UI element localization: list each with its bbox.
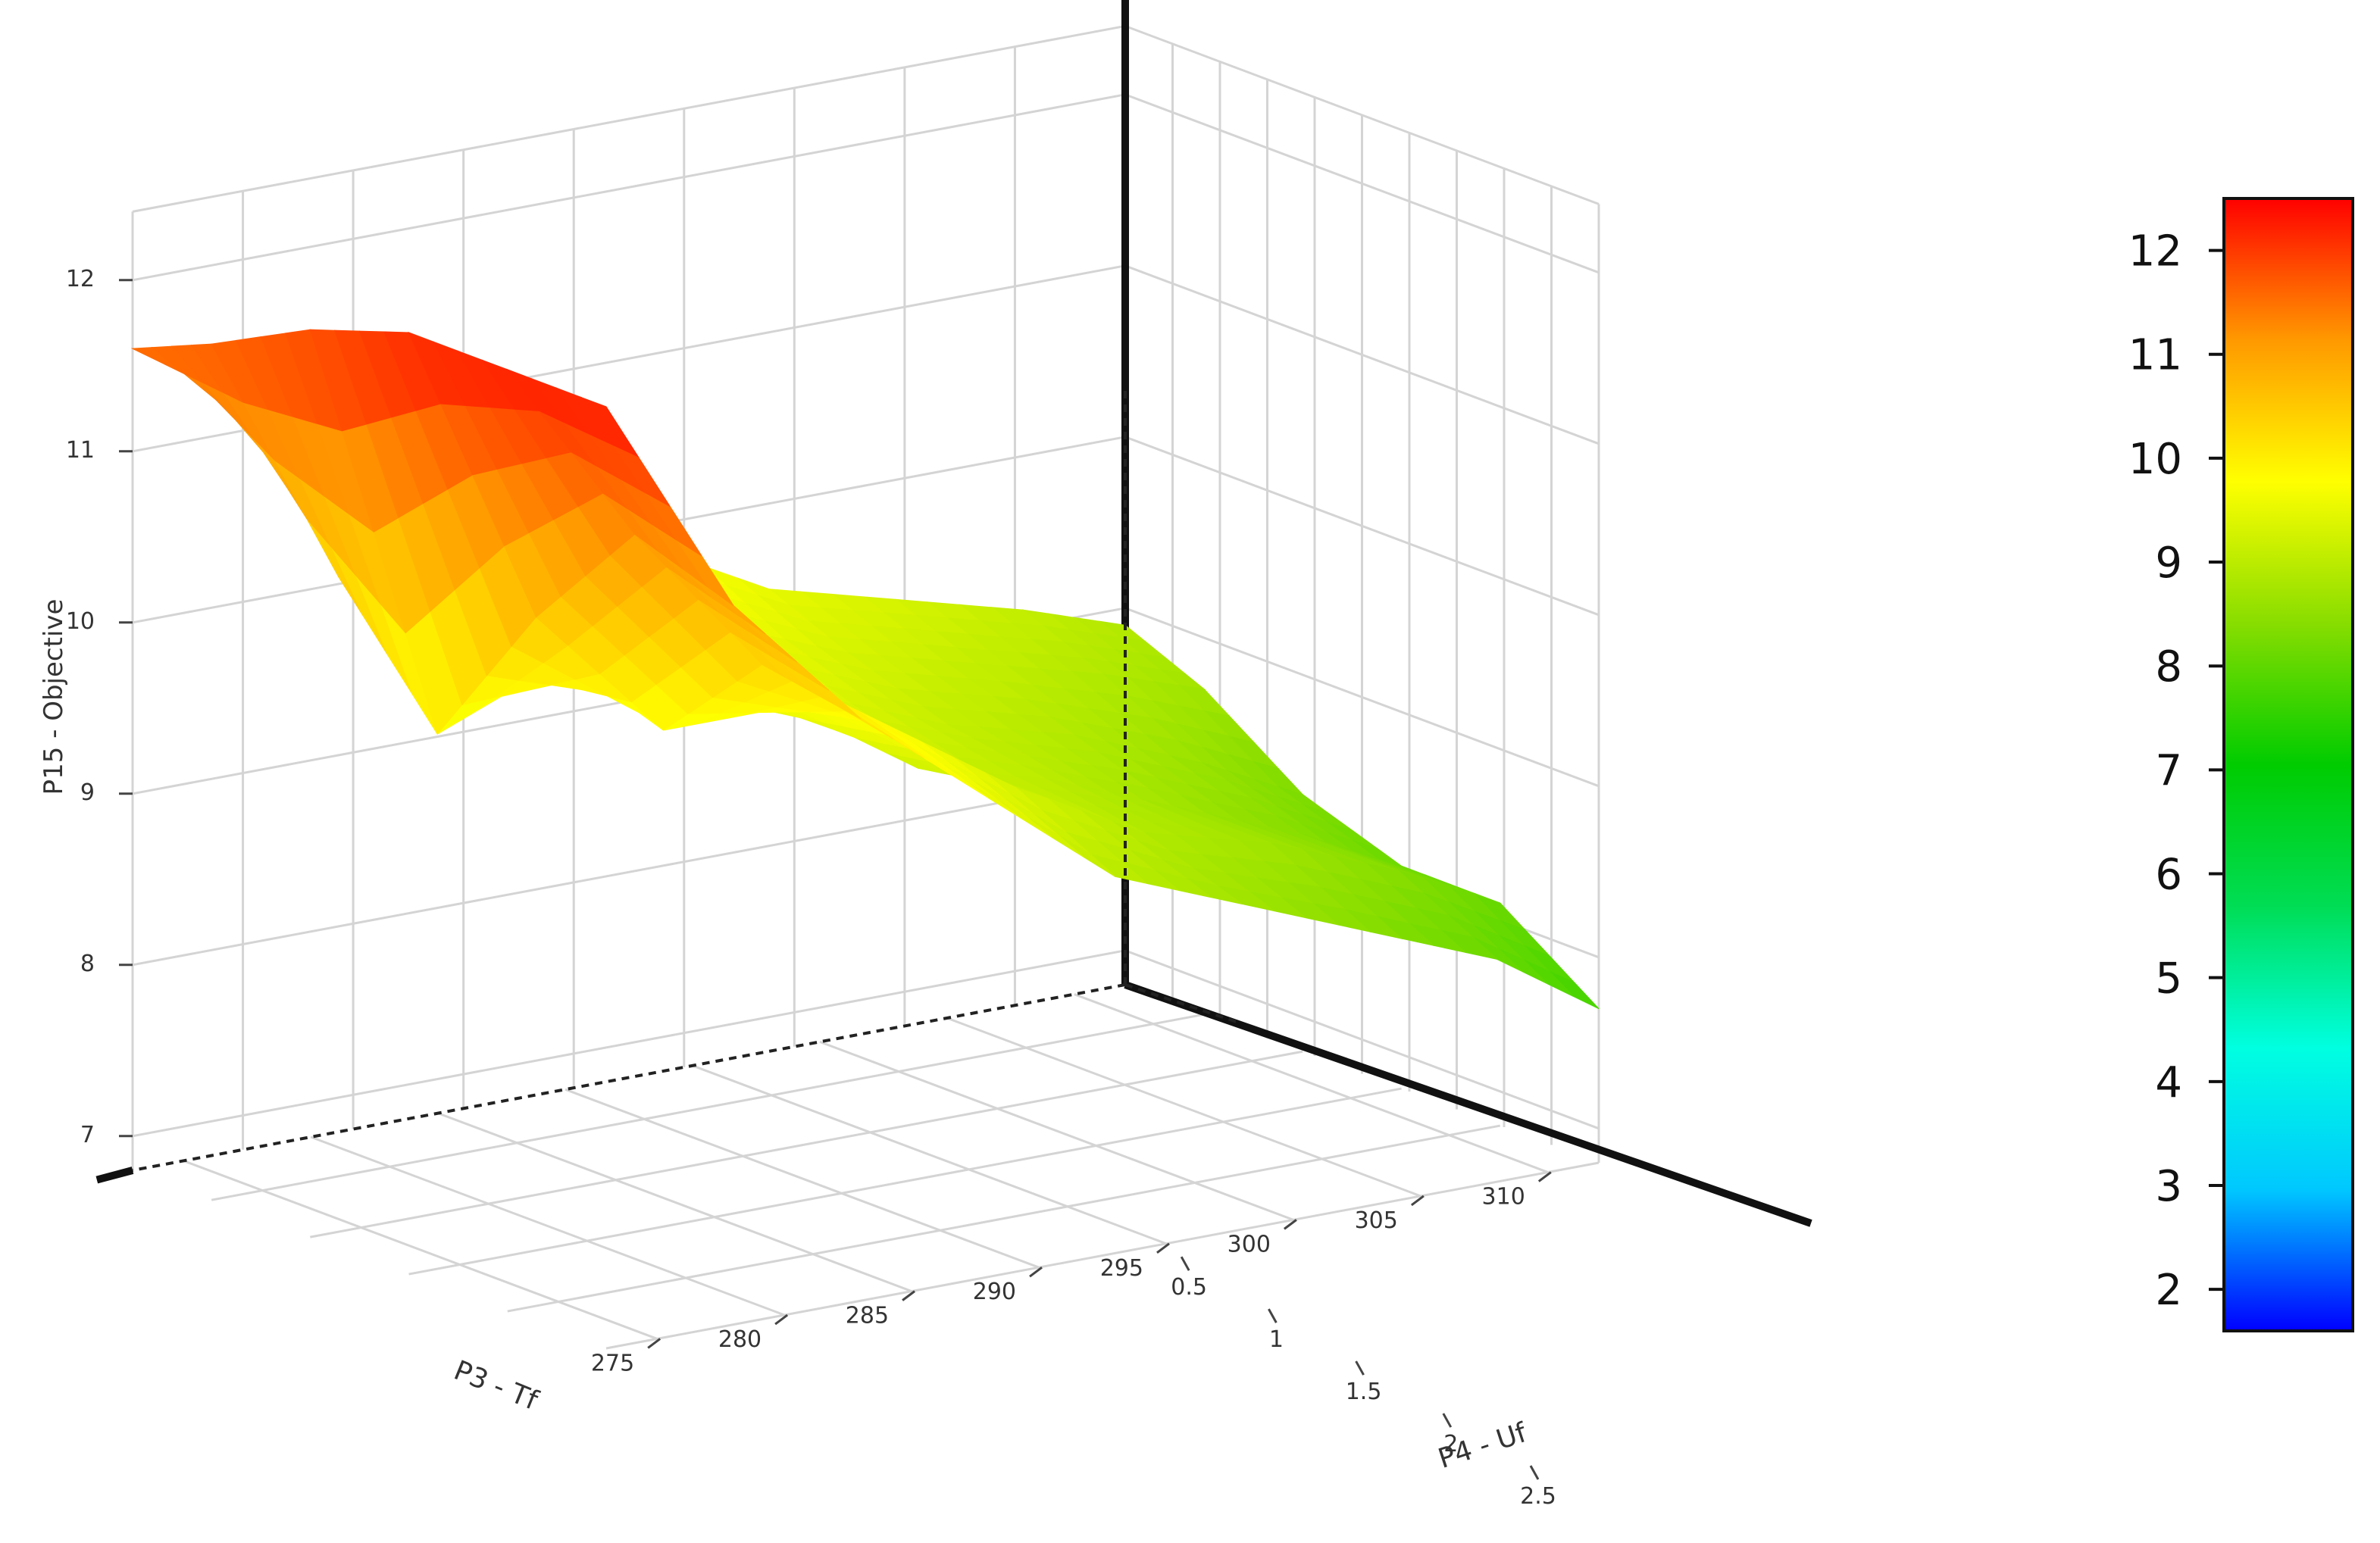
x-tick-label: 300 — [1228, 1231, 1271, 1257]
z-tick-label: 9 — [80, 779, 95, 806]
grid-line — [507, 1124, 1501, 1313]
colorbar-tick-label: 3 — [2155, 1162, 2182, 1211]
x-tick — [774, 1313, 789, 1326]
y-axis-line — [1124, 981, 1812, 1227]
grid-line — [692, 1064, 1167, 1245]
surface-patch — [1548, 970, 1600, 1010]
y-tick-label: 0.5 — [1171, 1274, 1207, 1301]
x-tick — [1410, 1195, 1425, 1207]
x-tick-label: 310 — [1482, 1184, 1525, 1210]
y-axis-dotted — [1124, 983, 1239, 1024]
y-tick — [1529, 1465, 1540, 1480]
x-tick-label: 305 — [1355, 1207, 1398, 1234]
z-axis-title: P15 - Objective — [39, 599, 69, 795]
colorbar-tick-label: 11 — [2128, 331, 2182, 380]
x-tick-label: 280 — [718, 1326, 762, 1353]
x-tick — [647, 1338, 661, 1349]
x-axis-title: P3 - Tf — [449, 1355, 543, 1417]
z-tick-label: 7 — [80, 1122, 95, 1148]
x-tick — [1029, 1267, 1043, 1278]
x-axis-dotted — [132, 983, 1126, 1172]
z-tick-label: 11 — [66, 437, 95, 464]
x-tick — [1284, 1219, 1297, 1230]
x-tick-label: 275 — [591, 1350, 634, 1376]
colorbar-tick-label: 10 — [2128, 435, 2182, 484]
grid-line — [408, 1087, 1402, 1276]
z-tick-label: 10 — [66, 608, 95, 635]
grid-line — [605, 1161, 1600, 1350]
colorbar-tick-label: 2 — [2155, 1266, 2182, 1315]
y-tick-label: 1.5 — [1346, 1379, 1382, 1405]
x-tick-label: 290 — [973, 1279, 1016, 1305]
colorbar-tick-label: 12 — [2128, 227, 2182, 276]
grid-line — [310, 1135, 785, 1317]
x-tick — [1537, 1171, 1552, 1182]
z-tick-label: 8 — [80, 951, 95, 977]
y-tick — [1268, 1308, 1278, 1323]
x-axis-line — [95, 1167, 134, 1184]
surface-patch — [580, 396, 640, 458]
grid-line — [211, 1013, 1205, 1201]
colorbar-tick-label: 7 — [2155, 746, 2182, 795]
x-tick — [1156, 1242, 1170, 1254]
y-tick-label: 2.5 — [1520, 1483, 1556, 1510]
y-tick — [1180, 1256, 1190, 1271]
x-tick-label: 295 — [1100, 1255, 1143, 1282]
x-tick — [902, 1290, 915, 1301]
grid-line — [310, 1050, 1303, 1238]
colorbar-tick-label: 4 — [2155, 1058, 2182, 1107]
grid-line — [183, 1160, 658, 1340]
grid-line — [946, 1017, 1421, 1198]
colorbar-tick-label: 6 — [2155, 851, 2182, 900]
z-tick-label: 12 — [66, 266, 95, 292]
colorbar-tick-label: 8 — [2155, 642, 2182, 692]
grid-line — [819, 1040, 1294, 1221]
colorbar — [2222, 197, 2354, 1332]
y-tick-label: 1 — [1269, 1326, 1284, 1353]
y-tick — [1442, 1413, 1453, 1428]
x-tick-label: 285 — [846, 1303, 889, 1329]
grid-line — [565, 1088, 1040, 1269]
colorbar-tick-label: 9 — [2155, 539, 2182, 588]
grid-line — [437, 1112, 912, 1293]
colorbar-tick-label: 5 — [2155, 954, 2182, 1004]
y-tick-label: 2 — [1443, 1431, 1458, 1457]
y-tick — [1355, 1360, 1365, 1376]
